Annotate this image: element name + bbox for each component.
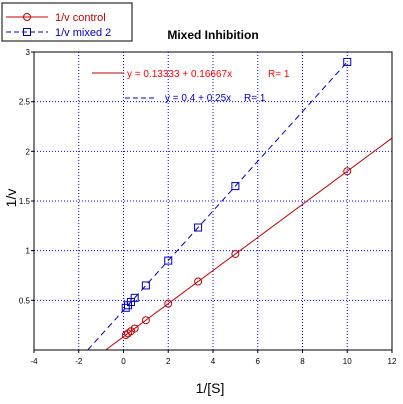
legend-label-mixed: 1/v mixed 2 bbox=[55, 27, 111, 39]
data-point-control bbox=[141, 316, 150, 325]
x-tick-label: 4 bbox=[211, 357, 216, 366]
data-point-mixed bbox=[130, 293, 139, 302]
equation-control: y = 0.13333 + 0.16667x bbox=[127, 69, 232, 80]
legend-label-control: 1/v control bbox=[55, 12, 106, 24]
data-point-control bbox=[194, 277, 203, 286]
axis-ticks: -4 -2 0 2 4 6 8 10 12 0.5 1 1.5 2 2.5 3 bbox=[19, 48, 397, 366]
y-tick-label: 1.5 bbox=[19, 197, 31, 206]
x-tick-label: -4 bbox=[30, 357, 38, 366]
data-point-control bbox=[231, 249, 240, 258]
r-value-control: R= 1 bbox=[268, 69, 290, 80]
equation-mixed: y = 0.4 + 0.25x bbox=[165, 93, 231, 104]
data-point-control bbox=[121, 331, 130, 340]
legend: 1/v control 1/v mixed 2 bbox=[1, 2, 133, 42]
y-tick-label: 3 bbox=[26, 48, 31, 57]
y-tick-label: 1 bbox=[26, 247, 31, 256]
x-tick-label: 6 bbox=[256, 357, 261, 366]
plot-area bbox=[33, 51, 393, 351]
x-tick-label: -2 bbox=[75, 357, 83, 366]
data-point-mixed bbox=[164, 256, 173, 265]
y-tick-label: 0.5 bbox=[19, 296, 31, 305]
legend-marker-mixed bbox=[23, 28, 31, 36]
x-tick-label: 12 bbox=[388, 357, 397, 366]
data-point-mixed bbox=[141, 281, 150, 290]
x-tick-label: 2 bbox=[166, 357, 171, 366]
y-axis-label: 1/v bbox=[3, 189, 19, 208]
data-point-mixed bbox=[194, 223, 203, 232]
x-tick-label: 8 bbox=[300, 357, 305, 366]
data-point-control bbox=[130, 324, 139, 333]
x-tick-label: 0 bbox=[121, 357, 126, 366]
data-point-control bbox=[164, 299, 173, 308]
data-point-mixed bbox=[343, 57, 352, 66]
fit-annotation-control: y = 0.13333 + 0.16667x R= 1 bbox=[92, 69, 290, 80]
data-points bbox=[121, 57, 352, 340]
x-tick-label: 10 bbox=[343, 357, 352, 366]
chart-title: Mixed Inhibition bbox=[167, 28, 258, 42]
x-axis-label: 1/[S] bbox=[196, 380, 225, 396]
y-tick-label: 2 bbox=[26, 147, 31, 156]
r-value-mixed: R= 1 bbox=[244, 93, 266, 104]
data-point-mixed bbox=[231, 182, 240, 191]
legend-marker-control bbox=[23, 13, 31, 21]
y-tick-label: 2.5 bbox=[19, 98, 31, 107]
data-point-control bbox=[343, 167, 352, 176]
fit-annotation-mixed: y = 0.4 + 0.25x R= 1 bbox=[125, 93, 266, 104]
data-point-mixed bbox=[121, 303, 130, 312]
